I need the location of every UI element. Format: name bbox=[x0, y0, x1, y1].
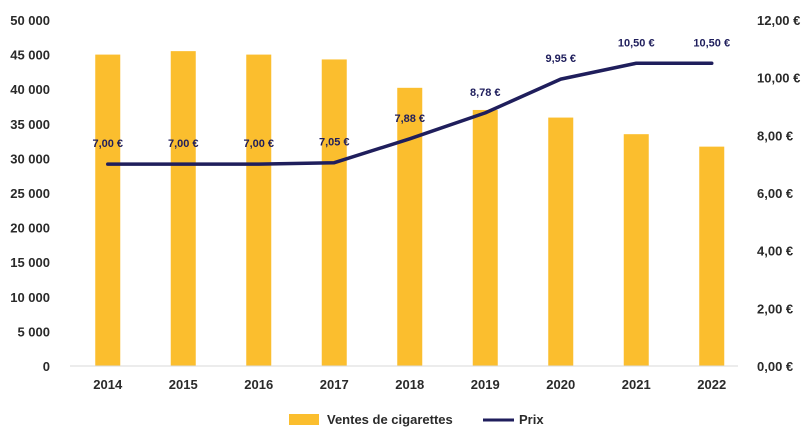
price-data-label: 7,05 € bbox=[319, 137, 350, 149]
price-data-label: 9,95 € bbox=[545, 53, 576, 65]
bar-series bbox=[95, 51, 725, 367]
price-data-label: 8,78 € bbox=[470, 87, 501, 99]
x-tick-label: 2016 bbox=[244, 377, 273, 392]
y-right-tick-label: 4,00 € bbox=[757, 244, 793, 259]
y-left-tick-label: 35 000 bbox=[10, 117, 50, 132]
price-data-label: 7,00 € bbox=[243, 138, 274, 150]
y-left-tick-label: 30 000 bbox=[10, 151, 50, 166]
x-tick-label: 2017 bbox=[320, 377, 349, 392]
legend: Ventes de cigarettes Prix bbox=[289, 412, 544, 427]
bar bbox=[246, 54, 272, 366]
y-left-tick-label: 15 000 bbox=[10, 255, 50, 270]
bar bbox=[548, 117, 574, 367]
right-axis: 0,00 € 2,00 € 4,00 € 6,00 € 8,00 € 10,00 € 12,… bbox=[757, 13, 800, 374]
y-left-tick-label: 0 bbox=[43, 359, 50, 374]
bar bbox=[95, 54, 121, 366]
legend-label-prix: Prix bbox=[519, 412, 544, 427]
y-left-tick-label: 25 000 bbox=[10, 186, 50, 201]
x-tick-label: 2021 bbox=[622, 377, 651, 392]
bar bbox=[623, 134, 649, 366]
y-left-tick-label: 45 000 bbox=[10, 48, 50, 63]
y-right-tick-label: 12,00 € bbox=[757, 13, 800, 28]
x-tick-label: 2020 bbox=[546, 377, 575, 392]
bar bbox=[170, 51, 196, 366]
y-left-tick-label: 20 000 bbox=[10, 221, 50, 236]
x-tick-label: 2018 bbox=[395, 377, 424, 392]
price-data-label: 7,00 € bbox=[92, 138, 123, 150]
price-data-labels: 7,00 € 7,00 € 7,00 € 7,05 € 7,88 € 8,78 € 9,95… bbox=[92, 37, 730, 150]
y-left-tick-label: 40 000 bbox=[10, 82, 50, 97]
y-left-tick-label: 10 000 bbox=[10, 290, 50, 305]
left-axis: 0 5 000 10 000 15 000 20 000 25 000 30 000 35 0… bbox=[10, 13, 50, 374]
price-data-label: 7,88 € bbox=[394, 113, 425, 125]
x-tick-label: 2014 bbox=[93, 377, 123, 392]
bar bbox=[472, 109, 498, 367]
bar bbox=[321, 59, 347, 366]
x-tick-label: 2022 bbox=[697, 377, 726, 392]
x-tick-label: 2019 bbox=[471, 377, 500, 392]
y-right-tick-label: 6,00 € bbox=[757, 186, 793, 201]
y-right-tick-label: 2,00 € bbox=[757, 301, 793, 316]
price-data-label: 10,50 € bbox=[693, 37, 730, 49]
legend-label-ventes: Ventes de cigarettes bbox=[327, 412, 453, 427]
y-left-tick-label: 50 000 bbox=[10, 13, 50, 28]
legend-swatch-ventes bbox=[289, 414, 319, 425]
bar bbox=[397, 87, 423, 366]
x-tick-label: 2015 bbox=[169, 377, 198, 392]
price-data-label: 10,50 € bbox=[618, 37, 655, 49]
price-series bbox=[106, 61, 714, 166]
y-left-tick-label: 5 000 bbox=[17, 324, 50, 339]
bar bbox=[699, 146, 725, 366]
y-right-tick-label: 0,00 € bbox=[757, 359, 793, 374]
y-right-tick-label: 10,00 € bbox=[757, 71, 800, 86]
y-right-tick-label: 8,00 € bbox=[757, 128, 793, 143]
price-data-label: 7,00 € bbox=[168, 138, 199, 150]
x-axis: 2014 2015 2016 2017 2018 2019 2020 2021 2022 bbox=[93, 377, 726, 392]
price-line bbox=[106, 61, 714, 166]
